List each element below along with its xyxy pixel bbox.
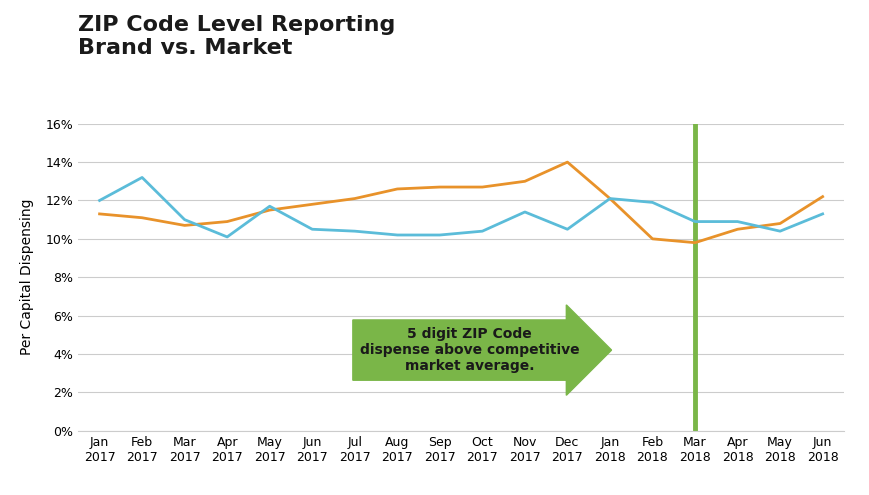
Text: 5 digit ZIP Code
dispense above competitive
market average.: 5 digit ZIP Code dispense above competit… [360, 327, 579, 373]
Text: ZIP Code Level Reporting
Brand vs. Market: ZIP Code Level Reporting Brand vs. Marke… [78, 15, 395, 58]
Y-axis label: Per Capital Dispensing: Per Capital Dispensing [21, 199, 35, 355]
